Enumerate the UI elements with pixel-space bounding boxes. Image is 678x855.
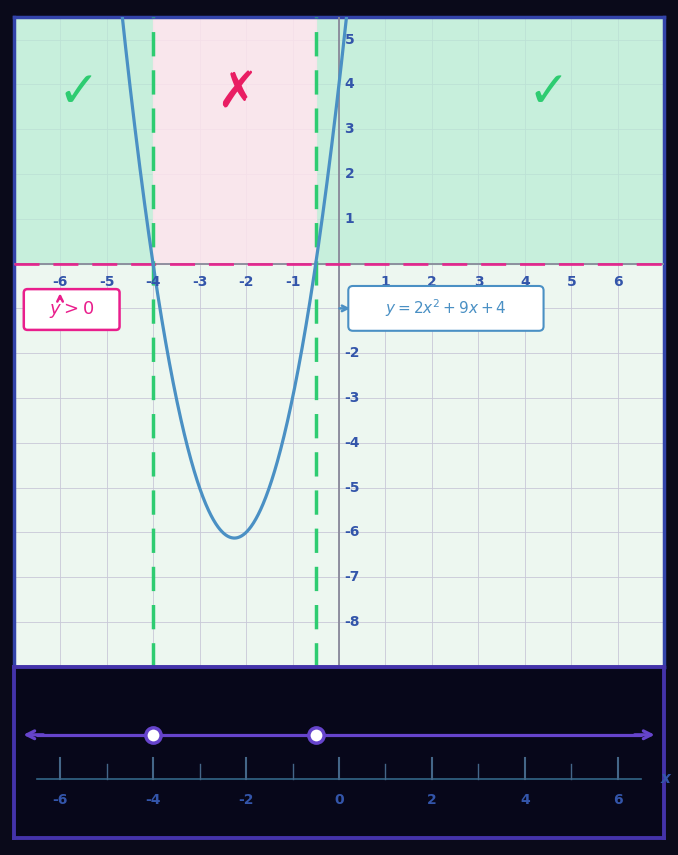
Text: -2: -2: [238, 274, 254, 289]
Text: -7: -7: [344, 570, 360, 584]
Text: 6: 6: [613, 793, 623, 806]
Text: -3: -3: [344, 391, 360, 405]
Text: -4: -4: [145, 793, 161, 806]
FancyBboxPatch shape: [24, 289, 119, 330]
Text: 2: 2: [427, 274, 437, 289]
Text: 4: 4: [520, 274, 530, 289]
Text: -3: -3: [192, 274, 207, 289]
Text: ✓: ✓: [527, 69, 569, 117]
Text: 6: 6: [613, 274, 623, 289]
Text: -8: -8: [344, 615, 360, 629]
Text: $y > 0$: $y > 0$: [49, 299, 94, 320]
Text: -4: -4: [145, 274, 161, 289]
Text: 4: 4: [520, 793, 530, 806]
Text: 2: 2: [427, 793, 437, 806]
Text: ✓: ✓: [58, 69, 100, 117]
Text: -4: -4: [344, 436, 360, 450]
Text: -1: -1: [344, 302, 360, 315]
Text: -6: -6: [52, 274, 68, 289]
Text: -6: -6: [344, 526, 360, 540]
Text: -2: -2: [344, 346, 360, 360]
Text: $y = 2x^2 + 9x + 4$: $y = 2x^2 + 9x + 4$: [385, 298, 507, 319]
Text: -5: -5: [99, 274, 115, 289]
Text: 3: 3: [344, 122, 354, 136]
Text: 4: 4: [344, 77, 355, 91]
Text: 5: 5: [344, 32, 355, 46]
Text: 0: 0: [334, 793, 344, 806]
Text: 5: 5: [567, 274, 576, 289]
Text: x: x: [661, 771, 671, 786]
Text: 3: 3: [474, 274, 483, 289]
Text: -2: -2: [238, 793, 254, 806]
FancyBboxPatch shape: [348, 286, 544, 331]
Text: ✗: ✗: [216, 69, 258, 117]
Text: 2: 2: [344, 167, 355, 181]
Text: -6: -6: [52, 793, 68, 806]
Text: 1: 1: [344, 212, 355, 226]
Text: -1: -1: [285, 274, 300, 289]
Text: -5: -5: [344, 481, 360, 495]
Text: 1: 1: [380, 274, 391, 289]
